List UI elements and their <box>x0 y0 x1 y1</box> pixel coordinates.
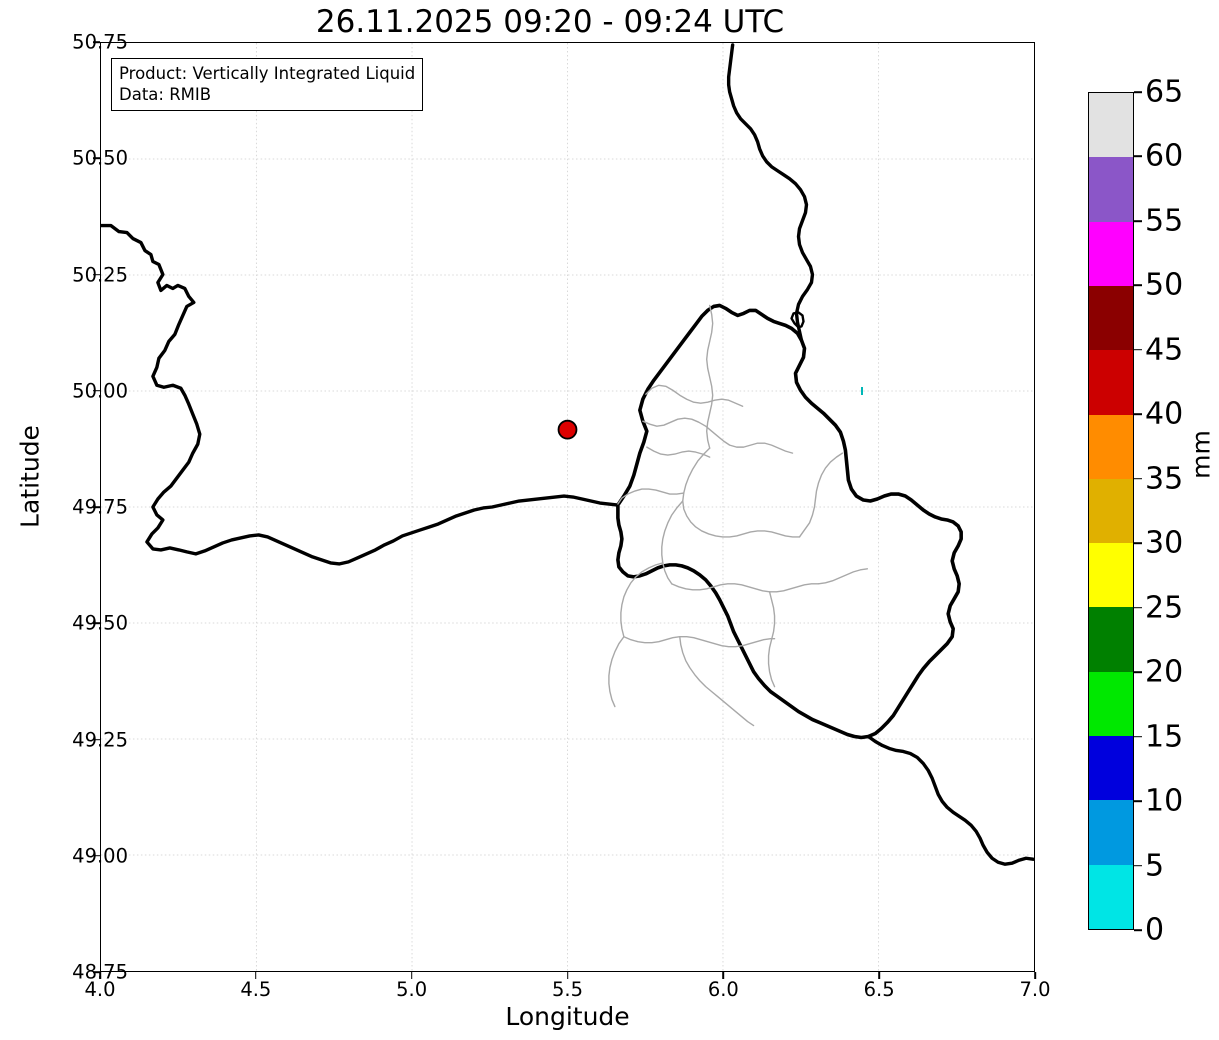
colorbar-tick-label: 50 <box>1145 267 1184 303</box>
colorbar-title: mm <box>1186 430 1216 479</box>
france-germany-border <box>866 734 1034 866</box>
colorbar-tick-label: 30 <box>1145 525 1184 561</box>
colorbar-tick-mark <box>1134 800 1142 802</box>
belgium-germany-border <box>726 43 815 343</box>
radar-site-marker[interactable] <box>557 419 578 440</box>
x-axis-tick-label: 4.5 <box>240 978 272 1001</box>
y-axis-tick-label: 50.50 <box>72 146 128 170</box>
colorbar-tick-label: 10 <box>1145 783 1184 819</box>
x-axis-tick-mark <box>722 972 725 979</box>
colorbar-tick-mark <box>1134 220 1142 222</box>
colorbar-tick-label: 0 <box>1145 912 1165 948</box>
x-axis-tick-mark <box>99 972 101 979</box>
colorbar-tick-label: 60 <box>1145 138 1184 174</box>
y-axis-tick-mark <box>93 738 100 741</box>
info-data-line: Data: RMIB <box>119 85 212 105</box>
y-axis-tick-label: 49.50 <box>72 611 128 635</box>
echo-pixel <box>861 387 863 395</box>
colorbar-band-40-45 <box>1089 350 1133 415</box>
x-axis-tick-mark <box>878 972 880 979</box>
product-info-box: Product: Vertically Integrated Liquid Da… <box>111 58 424 112</box>
colorbar-band-60-65 <box>1089 92 1133 158</box>
colorbar-tick-label: 25 <box>1145 590 1184 626</box>
colorbar-tick-label: 15 <box>1145 719 1184 755</box>
y-axis-tick-mark <box>93 854 100 857</box>
colorbar-tick-label: 5 <box>1145 848 1165 884</box>
border-overlay-layer <box>101 43 1034 866</box>
colorbar-band-10-15 <box>1089 736 1133 801</box>
x-axis-tick-mark <box>566 972 569 979</box>
colorbar-tick-mark <box>1134 542 1142 545</box>
y-axis-tick-mark <box>93 971 100 973</box>
colorbar-tick-label: 40 <box>1145 396 1184 432</box>
y-axis-tick-label: 50.25 <box>72 263 128 286</box>
x-axis-tick-label: 5.5 <box>551 978 584 1001</box>
y-axis-tick-mark <box>93 273 100 276</box>
colorbar-tick-mark <box>1134 735 1142 738</box>
colorbar-tick-mark <box>1134 606 1142 609</box>
x-axis-title: Longitude <box>505 1002 630 1031</box>
colorbar-band-25-30 <box>1089 543 1133 608</box>
belgium-france-border <box>101 223 620 566</box>
colorbar-tick-label: 35 <box>1145 461 1184 497</box>
y-axis-tick-mark <box>93 506 100 508</box>
luxembourg-canton-boundaries <box>608 304 869 727</box>
y-axis-tick-label: 49.75 <box>72 495 128 519</box>
x-axis-tick-label: 6.5 <box>863 978 895 1001</box>
colorbar-tick-label: 20 <box>1145 654 1184 690</box>
colorbar[interactable] <box>1088 92 1134 930</box>
y-axis-title: Latitude <box>15 425 45 528</box>
x-axis-tick-label: 5.0 <box>396 978 428 1001</box>
y-axis-tick-label: 49.25 <box>72 728 128 751</box>
colorbar-band-20-25 <box>1089 607 1133 672</box>
colorbar-tick-label: 45 <box>1145 332 1184 368</box>
colorbar-band-45-50 <box>1089 285 1133 351</box>
colorbar-tick-mark <box>1134 413 1142 416</box>
colorbar-tick-mark <box>1134 349 1142 351</box>
colorbar-tick-mark <box>1134 864 1142 867</box>
luxembourg-national-border <box>616 303 963 740</box>
colorbar-band-30-35 <box>1089 478 1133 544</box>
colorbar-band-50-55 <box>1089 221 1133 286</box>
colorbar-tick-mark <box>1134 91 1142 93</box>
y-axis-tick-mark <box>93 622 100 625</box>
info-product-line: Product: Vertically Integrated Liquid <box>119 64 416 83</box>
x-axis-tick-mark <box>255 972 257 979</box>
y-axis-tick-mark <box>93 41 100 43</box>
x-axis-tick-mark <box>410 972 413 979</box>
y-axis-tick-label: 50.00 <box>72 379 128 403</box>
y-axis-tick-label: 50.75 <box>72 30 128 54</box>
x-axis-tick-mark <box>1034 972 1036 979</box>
colorbar-tick-label: 65 <box>1145 74 1184 110</box>
y-axis-tick-mark <box>93 389 100 392</box>
colorbar-band-15-20 <box>1089 671 1133 737</box>
y-axis-tick-label: 49.00 <box>72 844 128 868</box>
x-axis-tick-label: 6.0 <box>707 978 739 1001</box>
marker-layer[interactable] <box>101 43 1034 971</box>
map-plot-area[interactable]: Product: Vertically Integrated Liquid Da… <box>100 42 1035 972</box>
page-title: 26.11.2025 09:20 - 09:24 UTC <box>315 4 785 40</box>
x-axis-tick-label: 4.0 <box>84 978 116 1001</box>
colorbar-tick-mark <box>1134 929 1142 931</box>
colorbar-tick-mark <box>1134 155 1142 158</box>
border-river-detail <box>790 311 805 329</box>
colorbar-tick-label: 55 <box>1145 203 1184 239</box>
x-axis-tick-label: 7.0 <box>1019 978 1051 1001</box>
colorbar-band-5-10 <box>1089 800 1133 865</box>
grid-layer <box>101 43 1034 971</box>
colorbar-tick-mark <box>1134 284 1142 287</box>
y-axis-tick-mark <box>93 157 100 160</box>
colorbar-band-0-5 <box>1089 864 1133 929</box>
colorbar-tick-mark <box>1134 477 1142 480</box>
colorbar-tick-mark <box>1134 671 1142 673</box>
colorbar-band-35-40 <box>1089 414 1133 479</box>
colorbar-band-55-60 <box>1089 157 1133 222</box>
